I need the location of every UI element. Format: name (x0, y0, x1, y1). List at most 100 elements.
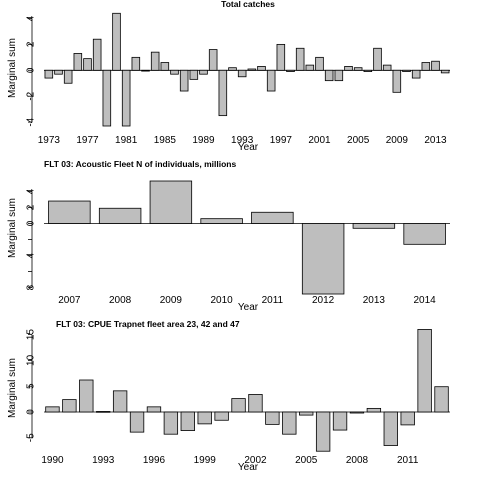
bar-2007 (48, 200, 91, 224)
y-tick-label: 4 (26, 252, 37, 258)
bar-2004 (282, 411, 297, 435)
bar-1982 (131, 56, 141, 71)
chart-panel-acoustic-fleet: FLT 03: Acoustic Fleet N of individuals,… (7, 159, 450, 313)
bar-2010 (402, 69, 411, 72)
y-axis-label: Marginal sum (7, 38, 18, 98)
chart-panel-cpue-trapnet: FLT 03: CPUE Trapnet fleet area 23, 42 a… (7, 319, 450, 473)
y-tick-label: 0 (26, 409, 37, 415)
y-tick-label: -4 (26, 117, 37, 126)
y-tick-label: 8 (26, 284, 37, 290)
bar-1999 (197, 411, 212, 425)
bar-1974 (54, 69, 63, 75)
bar-2013 (434, 386, 449, 413)
x-tick-label: 1981 (115, 135, 138, 146)
x-tick-label: 2009 (386, 135, 409, 146)
bar-1980 (112, 12, 121, 71)
bar-1987 (179, 69, 189, 92)
bar-2012 (417, 329, 432, 413)
bar-2005 (299, 411, 314, 416)
bar-1990 (45, 406, 60, 413)
bar-2011 (251, 211, 294, 224)
bar-1989 (199, 69, 208, 75)
bar-2001 (315, 56, 324, 71)
bar-2014 (440, 69, 450, 74)
bar-1975 (63, 69, 73, 84)
y-tick-label: 10 (26, 354, 37, 366)
x-axis-label: Year (238, 462, 259, 473)
bar-2004 (344, 66, 353, 71)
x-tick-label: 2005 (295, 455, 318, 466)
bar-2006 (315, 411, 331, 452)
x-tick-label: 1989 (192, 135, 215, 146)
bar-1999 (295, 47, 305, 71)
bar-1991 (218, 69, 228, 117)
x-tick-label: 2011 (262, 295, 284, 306)
bar-2008 (382, 64, 392, 71)
bar-1992 (79, 379, 94, 413)
bar-2003 (265, 411, 280, 425)
chart-title: FLT 03: Acoustic Fleet N of individuals,… (44, 159, 236, 169)
y-tick-label: 0 (26, 220, 37, 226)
bar-1998 (286, 69, 295, 72)
bar-2011 (411, 69, 421, 79)
bar-1995 (129, 411, 145, 433)
x-axis-label: Year (238, 302, 259, 313)
bar-2003 (334, 69, 344, 82)
bar-2007 (332, 411, 348, 431)
x-tick-label: 2009 (160, 295, 183, 306)
bar-2000 (214, 411, 229, 421)
bar-1997 (276, 43, 286, 71)
x-tick-label: 2001 (308, 135, 331, 146)
x-tick-label: 1977 (76, 135, 99, 146)
bar-1994 (247, 68, 257, 71)
bar-1994 (112, 390, 128, 413)
bar-1993 (237, 69, 247, 78)
bar-1992 (228, 67, 237, 71)
bar-1997 (163, 411, 179, 435)
bar-2008 (98, 207, 142, 224)
bar-2013 (431, 60, 440, 71)
bar-1986 (170, 69, 179, 75)
chart-title: FLT 03: CPUE Trapnet fleet area 23, 42 a… (56, 319, 240, 329)
x-tick-label: 2013 (424, 135, 447, 146)
y-axis-label: Marginal sum (7, 358, 18, 418)
bar-2014 (403, 223, 446, 245)
bar-2000 (305, 64, 315, 71)
bar-1993 (96, 411, 111, 413)
x-tick-label: 2008 (346, 455, 369, 466)
x-tick-label: 2007 (58, 295, 81, 306)
bar-1978 (92, 38, 102, 71)
bar-2006 (363, 69, 373, 72)
bar-2012 (301, 223, 345, 295)
bar-2009 (149, 180, 193, 224)
bar-1990 (208, 49, 218, 71)
bar-1991 (62, 399, 77, 413)
x-tick-label: 2002 (244, 455, 267, 466)
bar-1998 (180, 411, 195, 431)
y-tick-label: 0 (26, 67, 37, 73)
x-tick-label: 1996 (143, 455, 166, 466)
y-tick-label: 4 (26, 15, 37, 21)
x-tick-label: 2010 (211, 295, 234, 306)
y-axis-label: Marginal sum (7, 198, 18, 258)
bar-1995 (257, 66, 266, 71)
y-tick-label: -5 (26, 433, 37, 442)
x-tick-label: 2014 (414, 295, 437, 306)
chart-title: Total catches (221, 0, 275, 9)
bar-1977 (83, 58, 92, 71)
x-tick-label: 2008 (109, 295, 132, 306)
bar-1973 (44, 69, 54, 79)
x-tick-label: 2005 (347, 135, 370, 146)
bar-2001 (231, 398, 246, 413)
bar-2011 (400, 411, 415, 426)
bar-1983 (141, 69, 150, 72)
x-tick-label: 1997 (270, 135, 293, 146)
chart-panel-total-catches: Total catches -4 -2 0 2 4 1973 1977 1981 1985 198… (7, 0, 450, 153)
y-tick-label: 4 (26, 188, 37, 194)
bar-2005 (353, 67, 363, 71)
x-tick-label: 1985 (154, 135, 177, 146)
bar-2012 (421, 62, 431, 71)
x-tick-label: 1999 (194, 455, 217, 466)
bar-1984 (150, 51, 160, 71)
y-tick-label: -2 (26, 91, 37, 100)
